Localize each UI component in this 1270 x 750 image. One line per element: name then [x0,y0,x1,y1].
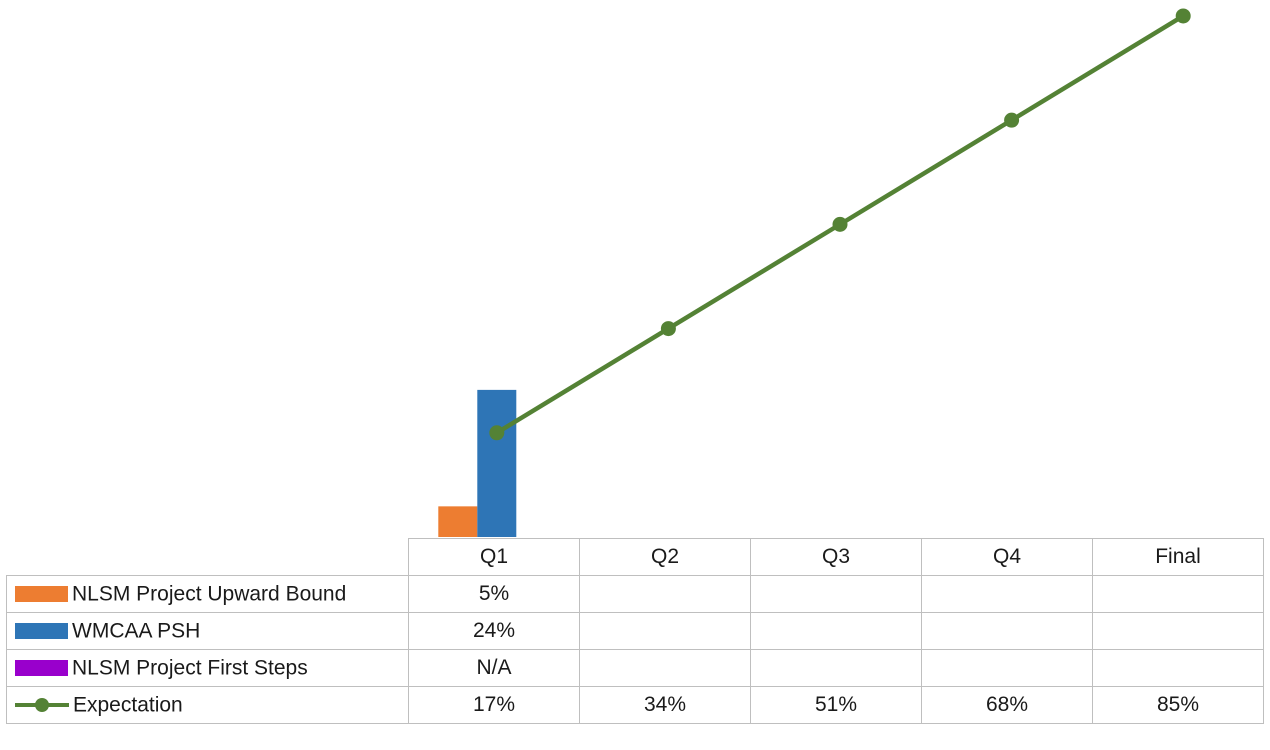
category-label: Q3 [750,538,922,576]
point-expectation-q3 [832,216,848,232]
data-label: 34% [579,686,751,724]
data-label: 24% [408,612,580,650]
category-label: Final [1092,538,1264,576]
table-row: NLSM Project First Steps N/A [6,649,1264,687]
legend-key-icon [15,623,68,640]
data-label: 85% [1092,686,1264,724]
chart-plot-area [438,8,1191,537]
bar-wmcaa-psh-q1 [477,389,517,537]
data-label: 51% [750,686,922,724]
category-label: Q1 [408,538,580,576]
legend-key-icon [15,586,68,603]
legend-entry: NLSM Project First Steps [6,649,409,687]
data-label: N/A [408,649,580,687]
table-row: NLSM Project Upward Bound 5% [6,575,1264,613]
category-label: Q4 [921,538,1093,576]
data-label [579,575,751,613]
data-label: 5% [408,575,580,613]
point-expectation-q2 [660,321,676,337]
legend-entry: Expectation [6,686,409,724]
chart-data-table: Q1 Q2 Q3 Q4 Final NLSM Project Upward Bound 5%… [6,538,1264,724]
data-label [750,575,922,613]
table-header-row: Q1 Q2 Q3 Q4 Final [6,538,1264,576]
data-label [1092,612,1264,650]
legend-entry: WMCAA PSH [6,612,409,650]
data-label [579,612,751,650]
data-label [579,649,751,687]
table-row: Expectation 17% 34% 51% 68% 85% [6,686,1264,724]
series-name: Expectation [73,693,183,717]
table-row: WMCAA PSH 24% [6,612,1264,650]
series-name: NLSM Project Upward Bound [72,582,347,606]
bar-nlsm-project-upward-bound-q1 [438,506,478,537]
data-label: 17% [408,686,580,724]
category-label: Q2 [579,538,751,576]
data-label [921,649,1093,687]
data-label [921,612,1093,650]
data-label: 68% [921,686,1093,724]
data-label [750,612,922,650]
data-label [1092,649,1264,687]
point-expectation-final [1175,8,1191,24]
legend-entry: NLSM Project Upward Bound [6,575,409,613]
data-label [750,649,922,687]
series-name: WMCAA PSH [72,619,201,643]
point-expectation-q1 [489,425,505,441]
point-expectation-q4 [1004,112,1020,128]
table-corner [6,538,409,576]
legend-key-icon [15,660,68,677]
data-label [921,575,1093,613]
series-name: NLSM Project First Steps [72,656,308,680]
legend-key-icon [15,696,69,714]
data-label [1092,575,1264,613]
